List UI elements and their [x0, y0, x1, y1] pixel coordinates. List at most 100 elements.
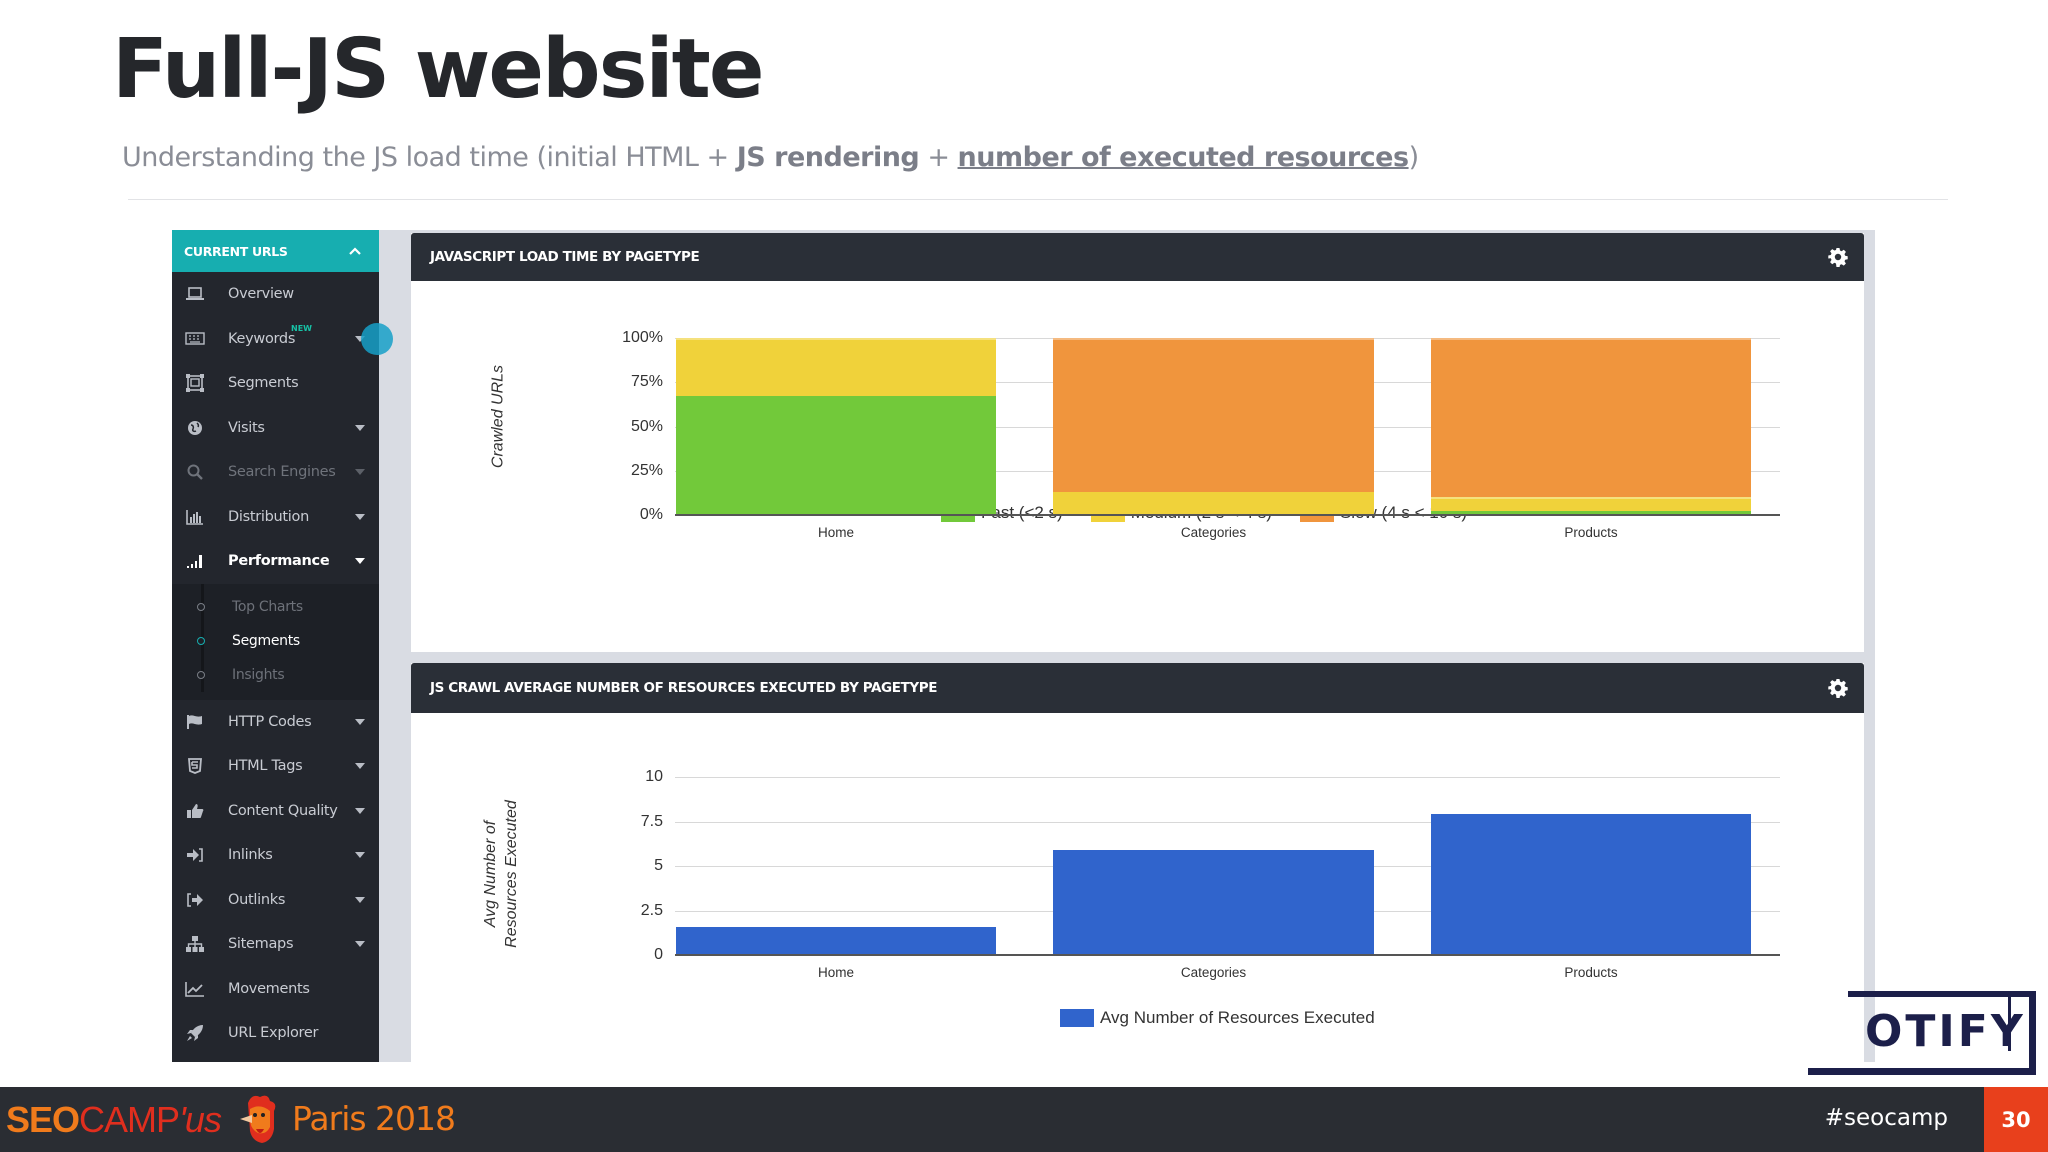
y-tick-label: 7.5 — [640, 812, 663, 830]
caret-down-icon — [355, 469, 365, 476]
y-axis-title: Crawled URLs — [489, 364, 507, 469]
y-tick-label: 0 — [654, 946, 663, 963]
caret-down-icon — [355, 896, 365, 903]
thumbs-up-icon — [184, 802, 206, 820]
caret-down-icon — [355, 807, 365, 814]
sidebar-item-label: Sitemaps — [228, 936, 294, 953]
sidebar-item-http-codes[interactable]: HTTP Codes — [172, 700, 379, 745]
submenu-item-segments[interactable]: Segments — [172, 624, 379, 658]
sidebar-item-segments[interactable]: Segments — [172, 361, 379, 406]
caret-down-icon — [355, 424, 365, 431]
x-tick-label: Products — [1564, 965, 1618, 980]
y-tick-label: 100% — [622, 329, 663, 346]
y-tick-label: 50% — [630, 417, 663, 435]
sidebar-item-distribution[interactable]: Distribution — [172, 495, 379, 540]
seocampus-brand: SEOCAMP'us — [6, 1099, 222, 1141]
sidebar-item-keywords[interactable]: Keywords NEW — [172, 317, 379, 362]
segments-icon — [184, 374, 206, 393]
panel-js-load-time: JAVASCRIPT LOAD TIME BY PAGETYPE Crawled… — [411, 233, 1864, 652]
sidebar: CURRENT URLS Overview Keywords NEW Segme… — [172, 230, 379, 1062]
bar-segment — [676, 338, 996, 397]
sidebar-item-label: Performance — [228, 553, 330, 570]
bar-segment — [1053, 849, 1374, 955]
sidebar-item-visits[interactable]: Visits — [172, 406, 379, 451]
brand-us: 'us — [179, 1099, 222, 1140]
caret-down-icon — [355, 558, 365, 565]
app-screenshot: CURRENT URLS Overview Keywords NEW Segme… — [172, 230, 1875, 1062]
cursor-highlight — [361, 323, 393, 355]
sidebar-item-label: Visits — [228, 419, 265, 436]
bar-segment — [1431, 510, 1751, 515]
sidebar-item-movements[interactable]: Movements — [172, 967, 379, 1012]
rocket-icon — [184, 1024, 206, 1042]
subtitle-bold: JS rendering — [736, 142, 920, 173]
submenu-item-label: Top Charts — [232, 598, 303, 615]
sidebar-item-label: Content Quality — [228, 802, 338, 819]
submenu-item-insights[interactable]: Insights — [172, 658, 379, 692]
y-tick-label: 0% — [639, 506, 663, 523]
y-axis-title: Avg Number of Resources Executed — [480, 774, 522, 974]
submenu-item-top-charts[interactable]: Top Charts — [172, 590, 379, 624]
sidebar-item-label: Distribution — [228, 508, 309, 525]
bar-home[interactable] — [676, 338, 996, 515]
sitemap-icon — [184, 935, 206, 953]
performance-submenu: Top Charts Segments Insights — [172, 583, 379, 700]
legend-item-avg-resources[interactable]: Avg Number of Resources Executed — [1060, 1008, 1375, 1028]
bar-home[interactable] — [676, 777, 996, 955]
sidebar-item-overview[interactable]: Overview — [172, 272, 379, 317]
x-axis-baseline — [675, 514, 1780, 516]
bullet-icon — [197, 670, 205, 679]
sidebar-item-outlinks[interactable]: Outlinks — [172, 878, 379, 923]
caret-down-icon — [355, 335, 365, 342]
panel-header: JAVASCRIPT LOAD TIME BY PAGETYPE — [411, 233, 1864, 281]
laptop-icon — [184, 285, 206, 303]
sidebar-item-html-tags[interactable]: HTML Tags — [172, 744, 379, 789]
sidebar-item-label: Outlinks — [228, 891, 286, 908]
sidebar-item-content-quality[interactable]: Content Quality — [172, 789, 379, 834]
flag-icon — [184, 713, 206, 731]
legend-label: Fast (<2 s) — [981, 503, 1063, 522]
y-axis-title-line: Avg Number of — [482, 820, 499, 928]
sidebar-item-performance[interactable]: Performance — [172, 539, 379, 584]
gear-icon[interactable] — [1828, 247, 1848, 267]
caret-down-icon — [355, 718, 365, 725]
submenu-item-label: Segments — [232, 632, 300, 649]
sign-out-icon — [184, 891, 206, 909]
sidebar-item-label: Movements — [228, 980, 310, 997]
sidebar-item-label: Search Engines — [228, 464, 336, 481]
x-tick-label: Categories — [1180, 525, 1247, 540]
bar-categories[interactable] — [1053, 338, 1374, 515]
y-tick-label: 25% — [630, 461, 663, 479]
bar-chart-resources: Avg Number of Resources Executed Avg Numb… — [411, 713, 1864, 1062]
sidebar-header-label: CURRENT URLS — [184, 243, 288, 259]
sidebar-header-current-urls[interactable]: CURRENT URLS — [172, 230, 379, 272]
hashtag: #seocamp — [1824, 1105, 1948, 1131]
bar-segment — [1431, 814, 1751, 955]
gridline — [675, 777, 1780, 778]
subtitle-prefix: Understanding the JS load time (initial … — [122, 142, 737, 173]
subtitle-underlined: number of executed resources — [957, 142, 1410, 173]
slide-subtitle: Understanding the JS load time (initial … — [122, 142, 1419, 173]
sidebar-item-sitemaps[interactable]: Sitemaps — [172, 922, 379, 967]
panel-resources-executed: JS CRAWL AVERAGE NUMBER OF RESOURCES EXE… — [411, 663, 1864, 1062]
sidebar-item-label: Segments — [228, 375, 299, 392]
new-badge: NEW — [291, 323, 312, 333]
brand-camp: CAMP — [79, 1099, 180, 1140]
html5-icon — [184, 757, 206, 775]
sidebar-item-url-explorer[interactable]: URL Explorer — [172, 1011, 379, 1056]
sidebar-item-inlinks[interactable]: Inlinks — [172, 833, 379, 878]
chart-legend: Avg Number of Resources Executed — [1060, 1008, 1375, 1028]
keyboard-icon — [184, 330, 206, 348]
bar-products[interactable] — [1431, 777, 1751, 955]
bar-segment — [1431, 497, 1751, 511]
bullet-icon — [197, 602, 205, 611]
bar-segment — [1431, 338, 1751, 498]
bar-segment — [676, 396, 996, 515]
bar-products[interactable] — [1431, 338, 1751, 515]
botify-logo-cursor — [2008, 995, 2011, 1051]
sidebar-item-search-engines[interactable]: Search Engines — [172, 450, 379, 495]
bar-categories[interactable] — [1053, 777, 1374, 955]
bar-segment — [1053, 492, 1374, 515]
sidebar-item-label: URL Explorer — [228, 1025, 319, 1042]
gear-icon[interactable] — [1828, 678, 1848, 698]
